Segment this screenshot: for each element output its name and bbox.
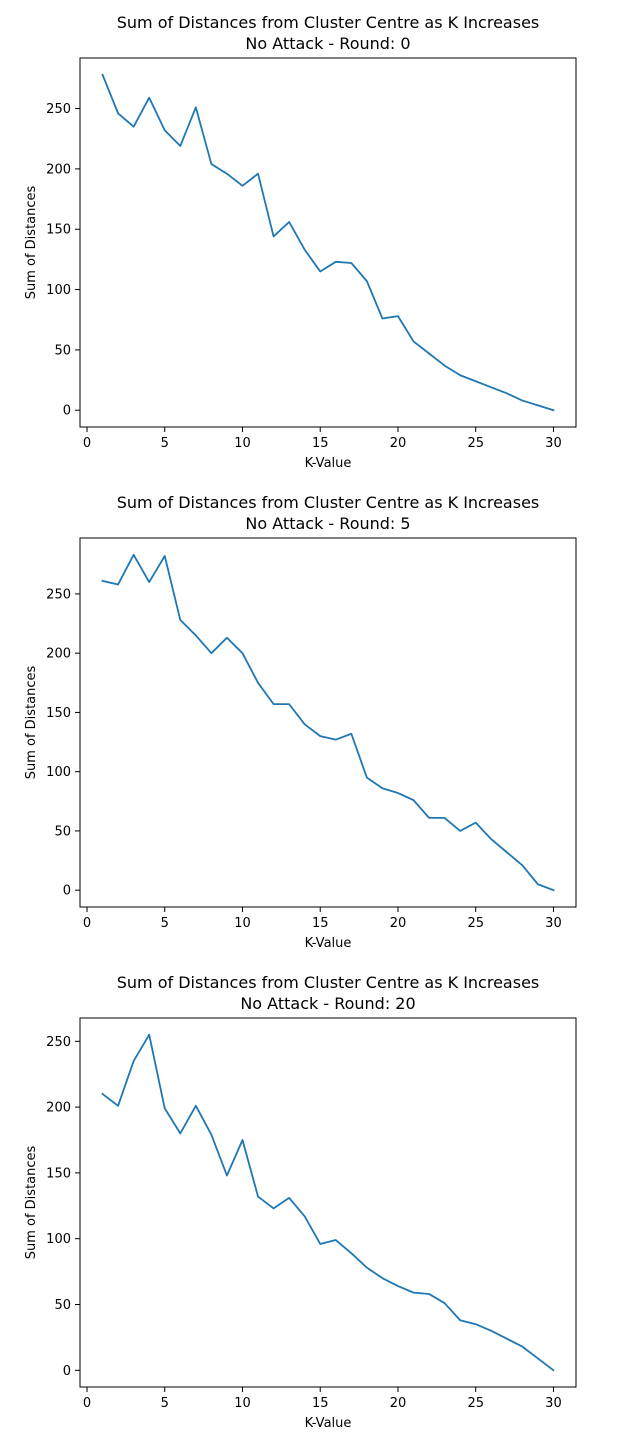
chart-title: Sum of Distances from Cluster Centre as … <box>117 493 540 512</box>
x-tick-label: 30 <box>545 436 562 451</box>
y-axis-label: Sum of Distances <box>24 1145 39 1259</box>
y-tick-label: 150 <box>46 223 71 238</box>
x-axis-label: K-Value <box>305 456 352 471</box>
y-tick-label: 250 <box>46 1035 71 1050</box>
x-tick-label: 25 <box>467 436 484 451</box>
y-tick-label: 200 <box>46 647 71 662</box>
x-tick-label: 30 <box>545 1396 562 1411</box>
y-axis-label: Sum of Distances <box>24 185 39 299</box>
x-tick-label: 0 <box>83 1396 91 1411</box>
chart-subtitle: No Attack - Round: 5 <box>245 514 410 533</box>
axes-frame <box>79 57 577 428</box>
x-axis-label: K-Value <box>305 1416 352 1431</box>
series-line-0 <box>101 73 555 412</box>
axes-frame <box>79 537 577 908</box>
chart-panel-2: Sum of Distances from Cluster Centre as … <box>24 973 577 1431</box>
x-tick-label: 15 <box>312 916 329 931</box>
y-tick-label: 200 <box>46 162 71 177</box>
x-tick-label: 20 <box>390 436 407 451</box>
y-tick-label: 100 <box>46 765 71 780</box>
x-tick-label: 15 <box>312 1396 329 1411</box>
y-tick-label: 50 <box>54 824 71 839</box>
x-tick-label: 5 <box>161 436 169 451</box>
y-tick-label: 50 <box>54 1298 71 1313</box>
axes-frame <box>79 1017 577 1388</box>
y-tick-label: 250 <box>46 587 71 602</box>
y-tick-label: 0 <box>63 884 71 899</box>
chart-title: Sum of Distances from Cluster Centre as … <box>117 13 540 32</box>
y-tick-label: 200 <box>46 1101 71 1116</box>
y-tick-label: 100 <box>46 1232 71 1247</box>
y-tick-label: 0 <box>63 1364 71 1379</box>
chart-title: Sum of Distances from Cluster Centre as … <box>117 973 540 992</box>
x-tick-label: 30 <box>545 916 562 931</box>
x-axis-label: K-Value <box>305 936 352 951</box>
y-axis-label: Sum of Distances <box>24 665 39 779</box>
chart-subtitle: No Attack - Round: 0 <box>245 34 410 53</box>
x-tick-label: 25 <box>467 916 484 931</box>
x-tick-label: 0 <box>83 916 91 931</box>
chart-panel-1: Sum of Distances from Cluster Centre as … <box>24 493 577 951</box>
x-tick-label: 25 <box>467 1396 484 1411</box>
x-tick-label: 15 <box>312 436 329 451</box>
chart-panel-0: Sum of Distances from Cluster Centre as … <box>24 13 577 471</box>
y-tick-label: 150 <box>46 1166 71 1181</box>
x-tick-label: 10 <box>234 436 251 451</box>
series-line-0 <box>101 553 555 892</box>
x-tick-label: 20 <box>390 916 407 931</box>
x-tick-label: 5 <box>161 916 169 931</box>
y-tick-label: 0 <box>63 404 71 419</box>
y-tick-label: 250 <box>46 102 71 117</box>
x-tick-label: 5 <box>161 1396 169 1411</box>
y-tick-label: 150 <box>46 706 71 721</box>
y-tick-label: 100 <box>46 283 71 298</box>
series-line-0 <box>101 1033 555 1372</box>
x-tick-label: 10 <box>234 916 251 931</box>
x-tick-label: 10 <box>234 1396 251 1411</box>
y-tick-label: 50 <box>54 343 71 358</box>
x-tick-label: 20 <box>390 1396 407 1411</box>
chart-subtitle: No Attack - Round: 20 <box>240 994 415 1013</box>
x-tick-label: 0 <box>83 436 91 451</box>
